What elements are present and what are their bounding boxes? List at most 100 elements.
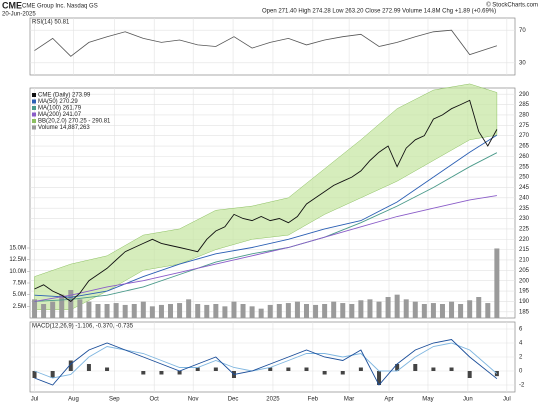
volume-bar	[439, 304, 445, 318]
x-tick-label: Jun	[463, 397, 473, 403]
volume-bar	[95, 304, 101, 318]
macd-histogram	[413, 364, 418, 371]
legend-swatch	[32, 112, 36, 117]
macd-histogram	[159, 371, 164, 375]
y-tick-label: 185	[519, 309, 530, 315]
y-tick-label: 275	[519, 123, 530, 129]
volume-bar	[158, 304, 164, 318]
x-tick-label: May	[422, 397, 433, 403]
volume-bar	[340, 303, 346, 318]
macd-histogram	[377, 371, 382, 385]
y-tick-label: 200	[519, 278, 530, 284]
company: CME Group Inc. Nasdaq GS	[22, 4, 98, 10]
volume-tick-label: 2.5M	[13, 304, 26, 310]
moving-average	[34, 152, 498, 302]
volume-bar	[349, 304, 355, 318]
volume-tick-label: 10.0M	[9, 269, 26, 275]
volume-bar	[303, 304, 309, 318]
y-tick-label: 30	[519, 60, 526, 66]
volume-bar	[430, 303, 436, 318]
macd-histogram	[141, 371, 146, 375]
legend-swatch	[32, 106, 36, 110]
x-tick-label: Sep	[109, 397, 120, 403]
volume-bar	[222, 306, 228, 318]
volume-bar	[41, 304, 47, 318]
legend-label: MA(50) 270.29	[38, 99, 78, 105]
y-tick-label: 190	[519, 299, 530, 305]
x-tick-label: Mar	[344, 397, 354, 403]
y-tick-label: 0	[519, 369, 523, 375]
y-tick-label: 250	[519, 175, 530, 181]
moving-average	[34, 195, 497, 302]
macd-histogram	[86, 364, 91, 371]
y-tick-label: 4	[519, 341, 523, 347]
volume-bar	[32, 299, 38, 318]
y-tick-label: 210	[519, 258, 530, 264]
x-tick-label: Oct	[150, 397, 160, 403]
volume-bar	[231, 301, 237, 318]
volume-bar	[186, 299, 192, 318]
y-tick-label: 215	[519, 247, 530, 253]
y-tick-label: 280	[519, 113, 530, 119]
volume-bar	[313, 304, 319, 318]
volume-bar	[476, 297, 482, 318]
volume-bar	[294, 301, 300, 318]
y-tick-label: 205	[519, 268, 530, 274]
volume-bar	[322, 304, 328, 318]
x-tick-label: Jul	[503, 397, 511, 403]
volume-bar	[77, 299, 83, 318]
volume-bar	[50, 301, 56, 318]
y-tick-label: 195	[519, 289, 530, 295]
y-tick-label: 225	[519, 226, 530, 232]
legend-swatch	[32, 99, 36, 104]
volume-bar	[494, 248, 500, 318]
macd-histogram	[177, 371, 182, 375]
y-tick-label: 285	[519, 102, 530, 108]
y-tick-label: 235	[519, 206, 530, 212]
volume-bar	[412, 301, 418, 318]
volume-bar	[213, 304, 219, 318]
volume-bar	[331, 301, 337, 318]
volume-bar	[68, 290, 74, 318]
volume-bar	[249, 306, 255, 318]
volume-bar	[86, 301, 92, 318]
y-tick-label: 245	[519, 185, 530, 191]
credit: © StockCharts.com	[486, 2, 538, 9]
rsi-legend: RSI(14) 50.81	[32, 20, 70, 26]
y-tick-label: 70	[519, 28, 526, 34]
y-tick-label: -2	[519, 383, 525, 389]
volume-bar	[403, 299, 409, 318]
y-tick-label: 260	[519, 154, 530, 160]
volume-bar	[168, 304, 174, 318]
volume-bar	[485, 303, 491, 318]
legend-label: MA(200) 241.07	[38, 112, 82, 118]
x-tick-label: Feb	[308, 397, 319, 403]
quote: Open 271.40 High 274.28 Low 263.20 Close…	[262, 9, 496, 15]
volume-bar	[458, 304, 464, 318]
volume-bar	[122, 304, 128, 318]
volume-tick-label: 15.0M	[9, 246, 26, 252]
legend-swatch	[32, 93, 36, 97]
x-tick-label: Nov	[188, 397, 199, 403]
macd-histogram	[50, 371, 55, 378]
macd-histogram	[32, 371, 37, 378]
volume-bar	[140, 301, 146, 318]
y-tick-label: 240	[519, 195, 530, 201]
ticker: CME	[2, 0, 22, 10]
y-tick-label: 2	[519, 355, 523, 361]
volume-bar	[358, 300, 364, 318]
x-tick-label: Apr	[384, 397, 393, 403]
volume-bar	[149, 306, 155, 318]
macd-signal	[34, 342, 498, 379]
legend-label: CME (Daily) 273.99	[38, 93, 91, 99]
volume-bar	[113, 303, 119, 318]
volume-bar	[394, 294, 400, 318]
moving-average	[34, 134, 498, 298]
x-tick-label: Jul	[31, 397, 39, 403]
macd-histogram	[68, 360, 73, 371]
macd-histogram	[431, 367, 436, 371]
legend-label: MA(100) 261.79	[38, 106, 82, 112]
volume-bar	[240, 304, 246, 318]
x-tick-label: Aug	[68, 397, 79, 403]
